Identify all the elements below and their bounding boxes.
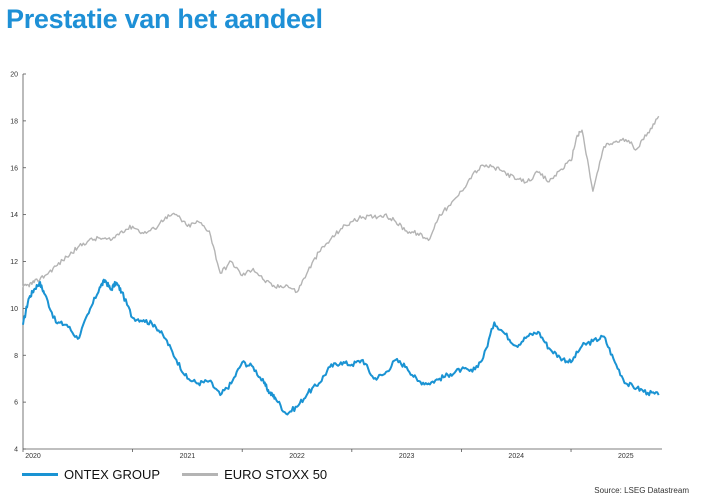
y-tick-label: 18	[10, 118, 18, 125]
source-note: Source: LSEG Datastream	[594, 486, 689, 495]
x-tick-label: 2023	[399, 453, 415, 460]
legend-swatch-eurostoxx	[182, 473, 219, 476]
y-axis: 4 6 8 10 12 14 16 18 20	[10, 72, 26, 454]
page-title: Prestatie van het aandeel	[6, 4, 323, 34]
y-tick-label: 14	[10, 212, 18, 219]
legend-item-eurostoxx: EURO STOXX 50	[182, 467, 327, 482]
legend: ONTEX GROUP EURO STOXX 50	[22, 467, 349, 482]
x-axis: 2020 2021 2022 2023 2024 2025	[22, 448, 662, 460]
x-tick-label: 2024	[508, 453, 524, 460]
y-tick-label: 16	[10, 165, 18, 172]
legend-label-ontex: ONTEX GROUP	[64, 467, 161, 482]
series-lines	[22, 115, 660, 416]
series-line-eurostoxx	[22, 115, 660, 294]
legend-label-eurostoxx: EURO STOXX 50	[224, 467, 328, 482]
x-tick-label: 2022	[289, 453, 305, 460]
x-tick-label: 2021	[180, 453, 196, 460]
legend-swatch-ontex	[22, 473, 58, 476]
y-tick-label: 8	[14, 353, 18, 360]
legend-item-ontex: ONTEX GROUP	[22, 467, 160, 482]
y-tick-label: 12	[10, 259, 18, 266]
series-line-ontex	[22, 278, 660, 416]
y-tick-label: 6	[14, 400, 18, 407]
y-tick-label: 20	[10, 72, 18, 79]
y-tick-label: 4	[14, 447, 18, 454]
x-tick-label: 2020	[25, 453, 41, 460]
y-tick-label: 10	[10, 306, 18, 313]
x-tick-label: 2025	[618, 453, 634, 460]
